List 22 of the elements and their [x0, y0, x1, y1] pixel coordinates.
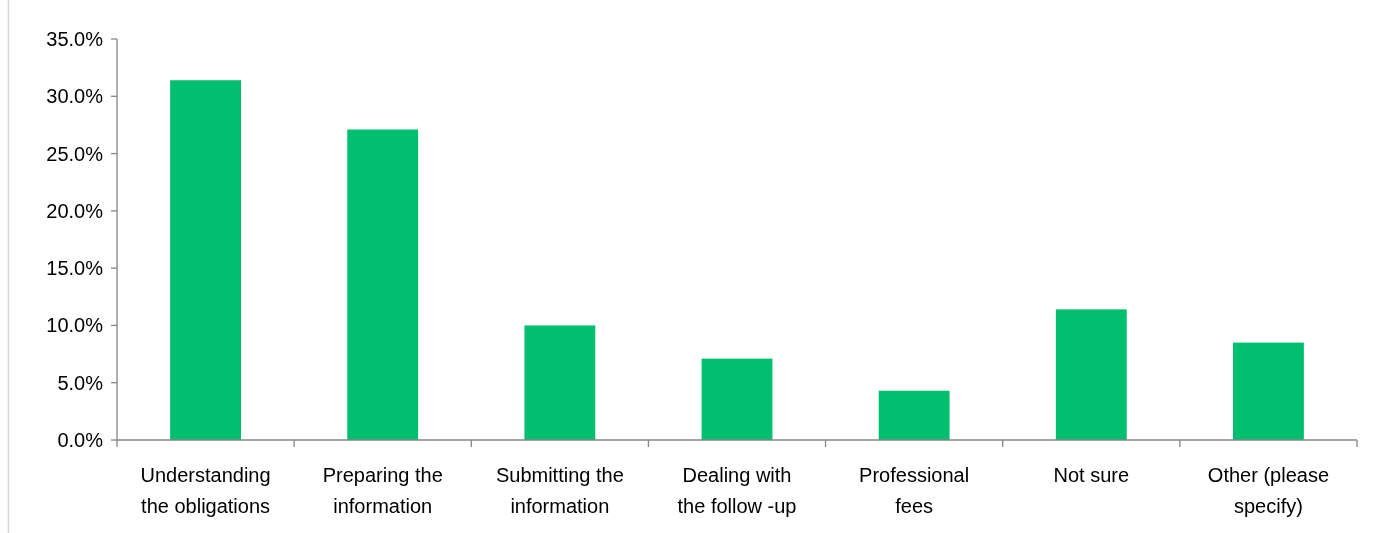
x-tick-label: Other (please specify) [1207, 464, 1330, 517]
bar [701, 358, 773, 440]
x-tick-label: Submitting the information [495, 464, 624, 517]
x-tick-label: Preparing the information [322, 464, 443, 517]
bar [524, 325, 596, 440]
y-tick-label: 5.0% [57, 371, 104, 394]
x-tick-label: Not sure [1053, 464, 1130, 486]
y-tick-label: 0.0% [57, 429, 104, 451]
bar [347, 129, 419, 440]
x-tick-label: Professional fees [859, 464, 970, 517]
bar [1055, 309, 1127, 440]
x-tick-label: Understanding the obligations [140, 464, 271, 517]
y-tick-label: 30.0% [46, 85, 104, 108]
y-tick-label: 20.0% [46, 199, 104, 222]
y-tick-label: 25.0% [46, 142, 104, 165]
bar [878, 390, 950, 440]
y-tick-label: 10.0% [46, 314, 104, 337]
bar [1233, 342, 1304, 440]
x-tick-label: Dealing with the follow -up [677, 464, 797, 517]
y-tick-label: 15.0% [46, 257, 104, 280]
y-tick-label: 35.0% [46, 28, 104, 50]
bar [170, 80, 241, 440]
